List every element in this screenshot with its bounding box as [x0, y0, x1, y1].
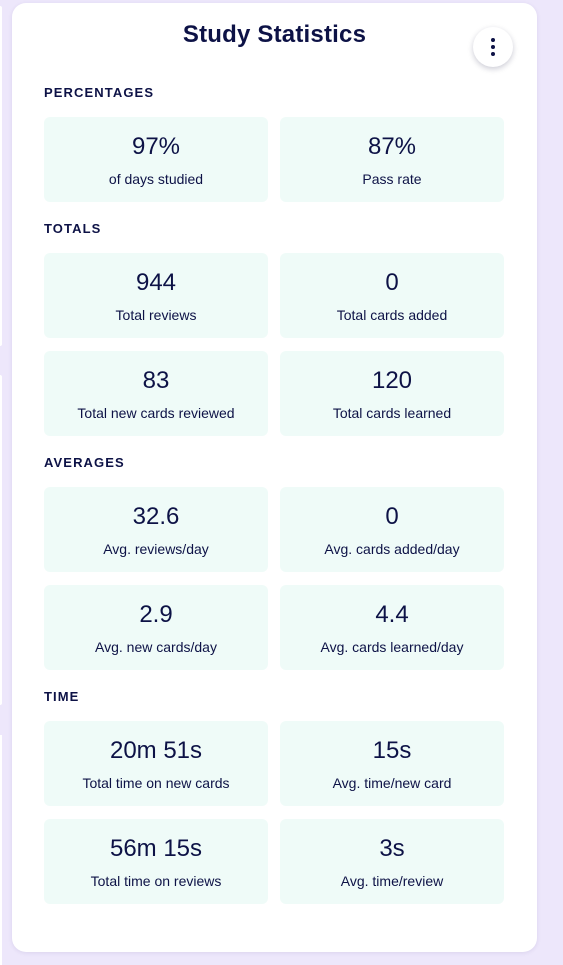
- stat-label: Total reviews: [115, 307, 197, 323]
- stat-value: 120: [371, 367, 413, 394]
- stat-label: Avg. new cards/day: [95, 639, 217, 655]
- section-label-averages: AVERAGES: [44, 455, 125, 470]
- stat-days-studied: 97% of days studied: [44, 117, 268, 202]
- stat-label: Total cards learned: [332, 405, 452, 421]
- stat-total-reviews: 944 Total reviews: [44, 253, 268, 338]
- stat-total-time-new-cards: 20m 51s Total time on new cards: [44, 721, 268, 806]
- stat-pass-rate: 87% Pass rate: [280, 117, 504, 202]
- stat-total-time-reviews: 56m 15s Total time on reviews: [44, 819, 268, 904]
- stat-total-new-cards-reviewed: 83 Total new cards reviewed: [44, 351, 268, 436]
- stat-avg-time-new-card: 15s Avg. time/new card: [280, 721, 504, 806]
- stat-value: 20m 51s: [109, 737, 203, 764]
- background-panel-edge: [0, 6, 2, 346]
- stat-label: Total time on new cards: [82, 775, 230, 791]
- stat-value: 15s: [372, 737, 412, 764]
- stat-value: 0: [385, 269, 399, 296]
- stat-avg-time-review: 3s Avg. time/review: [280, 819, 504, 904]
- stat-avg-cards-added-per-day: 0 Avg. cards added/day: [280, 487, 504, 572]
- study-statistics-card: Study Statistics PERCENTAGES 97% of days…: [12, 3, 537, 952]
- stat-label: Total cards added: [336, 307, 448, 323]
- stat-label: Pass rate: [362, 171, 422, 187]
- stat-label: Avg. time/review: [340, 873, 444, 889]
- stat-value: 944: [135, 269, 177, 296]
- stat-value: 83: [142, 367, 170, 394]
- stat-value: 0: [385, 503, 399, 530]
- stat-label: Avg. cards learned/day: [320, 639, 464, 655]
- section-label-time: TIME: [44, 689, 80, 704]
- more-vertical-icon: [491, 38, 495, 42]
- background-panel-edge: [0, 735, 2, 965]
- stat-label: Avg. reviews/day: [103, 541, 209, 557]
- stat-label: Total new cards reviewed: [77, 405, 235, 421]
- section-label-totals: TOTALS: [44, 221, 102, 236]
- stat-value: 4.4: [375, 601, 409, 628]
- page-title: Study Statistics: [182, 21, 367, 48]
- stat-value: 3s: [379, 835, 405, 862]
- background-panel-edge: [0, 375, 2, 705]
- section-label-percentages: PERCENTAGES: [44, 85, 155, 100]
- stat-value: 87%: [367, 133, 417, 160]
- stat-value: 56m 15s: [109, 835, 203, 862]
- stat-label: of days studied: [108, 171, 204, 187]
- more-options-button[interactable]: [473, 27, 513, 67]
- stat-label: Avg. time/new card: [332, 775, 452, 791]
- stat-avg-new-cards-per-day: 2.9 Avg. new cards/day: [44, 585, 268, 670]
- stat-total-cards-added: 0 Total cards added: [280, 253, 504, 338]
- stat-avg-reviews-per-day: 32.6 Avg. reviews/day: [44, 487, 268, 572]
- stat-value: 97%: [131, 133, 181, 160]
- stat-label: Avg. cards added/day: [324, 541, 460, 557]
- stat-value: 32.6: [132, 503, 180, 530]
- more-vertical-icon-dot: [491, 52, 495, 56]
- stat-total-cards-learned: 120 Total cards learned: [280, 351, 504, 436]
- stat-value: 2.9: [139, 601, 173, 628]
- more-vertical-icon-dot: [491, 45, 495, 49]
- stat-avg-cards-learned-per-day: 4.4 Avg. cards learned/day: [280, 585, 504, 670]
- stat-label: Total time on reviews: [90, 873, 222, 889]
